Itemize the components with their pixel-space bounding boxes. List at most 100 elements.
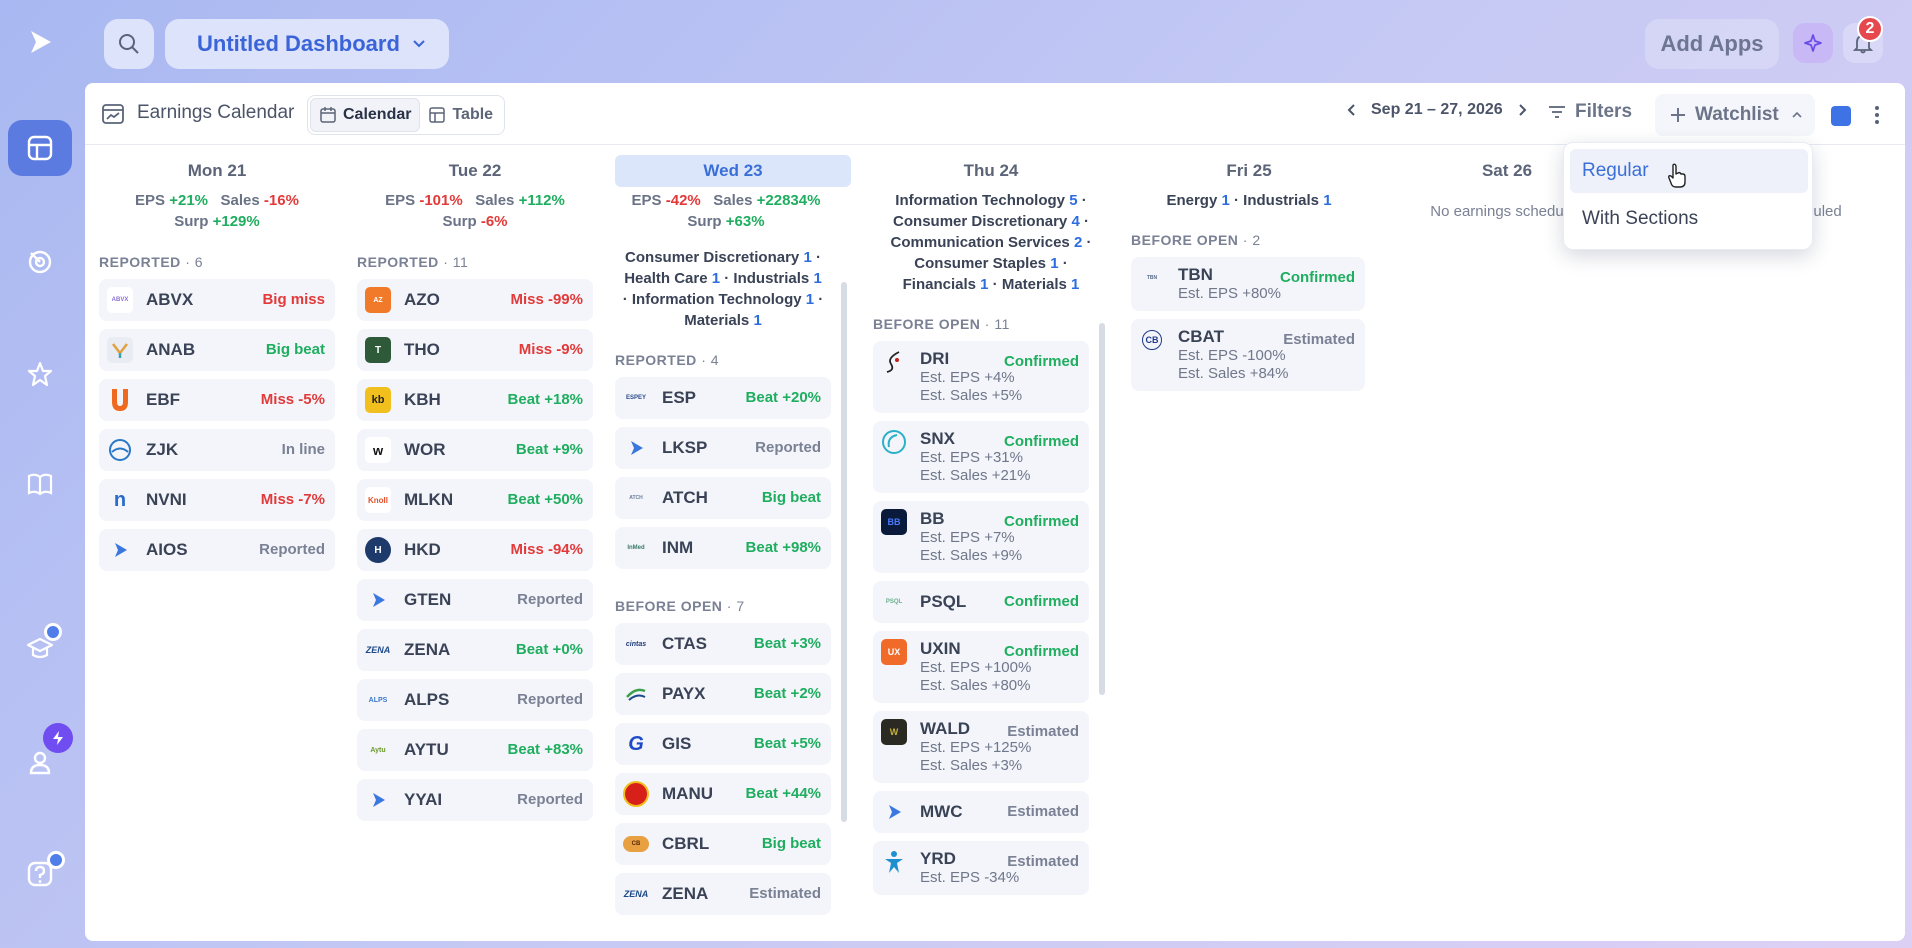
ticker-card[interactable]: CB CBAT Est. EPS -100% Est. Sales +84% Estim… (1131, 319, 1365, 391)
ticker-card[interactable]: ZENA ZENA Estimated (615, 873, 831, 915)
day-column-mon: Mon 21 EPS +21% Sales -16% Surp +129% RE… (99, 155, 335, 579)
ticker-card[interactable]: w WOR Beat +9% (357, 429, 593, 471)
company-logo-icon (107, 437, 133, 463)
book-icon[interactable] (8, 456, 72, 512)
kebab-icon (1875, 106, 1879, 124)
calendar-view-button[interactable]: Calendar (310, 98, 421, 132)
day-stats: EPS -42% Sales +22834% Surp +63% (631, 192, 821, 230)
company-logo-icon: CB (623, 836, 649, 852)
day-column-tue: Tue 22 EPS -101% Sales +112% Surp -6% RE… (357, 155, 593, 829)
menu-item-with-sections[interactable]: With Sections (1582, 208, 1699, 229)
section-label: BEFORE OPEN · 7 (615, 598, 745, 614)
ticker-card[interactable]: ALPS ALPS Reported (357, 679, 593, 721)
ticker-card[interactable]: n NVNI Miss -7% (99, 479, 335, 521)
company-logo-icon (881, 849, 907, 875)
ticker-card[interactable]: MWC Estimated (873, 791, 1089, 833)
table-view-button[interactable]: Table (420, 98, 501, 132)
company-logo-icon (623, 681, 649, 707)
ai-sparkle-button[interactable] (1793, 23, 1833, 63)
dashboard-icon[interactable] (8, 120, 72, 176)
ticker-card[interactable]: H HKD Miss -94% (357, 529, 593, 571)
ticker-card[interactable]: Aytu AYTU Beat +83% (357, 729, 593, 771)
company-logo-icon: cintas (625, 640, 647, 648)
company-logo-icon (881, 349, 907, 375)
chevron-left-icon[interactable] (1345, 103, 1359, 117)
day-header: Thu 24 (963, 161, 1019, 180)
dashboard-title-dropdown[interactable]: Untitled Dashboard (165, 19, 449, 69)
section-label: REPORTED · 11 (357, 254, 469, 270)
user-icon[interactable] (8, 734, 72, 790)
ticker-card[interactable]: InMed INM Beat +98% (615, 527, 831, 569)
company-logo-icon: T (365, 337, 391, 363)
company-logo-icon: AZ (365, 287, 391, 313)
company-logo-icon: Knoll (365, 487, 391, 513)
company-logo-icon: ATCH (629, 495, 643, 501)
ticker-card[interactable]: EBF Miss -5% (99, 379, 335, 421)
company-logo-icon (107, 337, 133, 363)
section-label: BEFORE OPEN · 2 (1131, 232, 1261, 248)
day-column-fri: Fri 25 Energy 1 · Industrials 1 BEFORE O… (1131, 155, 1367, 399)
scrollbar[interactable] (1099, 323, 1105, 695)
ticker-card[interactable]: AZ AZO Miss -99% (357, 279, 593, 321)
company-logo-icon: ALPS (368, 696, 388, 704)
ticker-card[interactable]: BB BB Est. EPS +7% Est. Sales +9% Confirmed (873, 501, 1089, 573)
add-apps-button[interactable]: Add Apps (1645, 19, 1779, 69)
ticker-card[interactable]: ANAB Big beat (99, 329, 335, 371)
ticker-card[interactable]: LKSP Reported (615, 427, 831, 469)
ticker-card[interactable]: T THO Miss -9% (357, 329, 593, 371)
filters-button[interactable]: Filters (1547, 101, 1632, 123)
radar-icon[interactable] (8, 234, 72, 290)
menu-item-regular[interactable]: Regular (1570, 149, 1808, 193)
chevron-right-icon[interactable] (1515, 103, 1529, 117)
help-badge-icon (47, 851, 65, 869)
company-logo-icon: ABVX (107, 287, 133, 313)
ticker-card[interactable]: ATCH ATCH Big beat (615, 477, 831, 519)
ticker-card[interactable]: AIOS Reported (99, 529, 335, 571)
ticker-card[interactable]: G GIS Beat +5% (615, 723, 831, 765)
date-range[interactable]: Sep 21 – 27, 2026 (1371, 101, 1503, 118)
ticker-card[interactable]: TBN TBN Est. EPS +80% Confirmed (1131, 257, 1365, 311)
company-logo-icon (623, 435, 649, 461)
company-logo-icon (881, 429, 907, 455)
earnings-calendar-widget: Earnings Calendar Calendar Table Sep 21 … (85, 83, 1905, 941)
ticker-card[interactable]: kb KBH Beat +18% (357, 379, 593, 421)
ticker-card[interactable]: YYAI Reported (357, 779, 593, 821)
chevron-up-icon (1792, 111, 1802, 118)
scrollbar[interactable] (841, 282, 847, 822)
help-icon[interactable] (8, 846, 72, 902)
ticker-card[interactable]: DRI Est. EPS +4% Est. Sales +5% Confirmed (873, 341, 1089, 413)
company-logo-icon (107, 537, 133, 563)
filters-label: Filters (1575, 101, 1633, 122)
search-button[interactable] (104, 19, 154, 69)
wed-before-list: cintas CTAS Beat +3% PAYX Beat +2% G GIS Beat… (615, 623, 831, 915)
day-header-today: Wed 23 (615, 155, 851, 187)
ticker-card[interactable]: PAYX Beat +2% (615, 673, 831, 715)
ticker-card[interactable]: cintas CTAS Beat +3% (615, 623, 831, 665)
company-logo-icon: ZENA (623, 889, 649, 899)
company-logo-icon: TBN (1146, 275, 1158, 281)
ticker-card[interactable]: MANU Beat +44% (615, 773, 831, 815)
calendar-chart-icon (102, 104, 124, 124)
more-options-button[interactable] (1863, 101, 1891, 129)
ticker-card[interactable]: UX UXIN Est. EPS +100% Est. Sales +80% Confi… (873, 631, 1089, 703)
star-icon[interactable] (8, 346, 72, 402)
ticker-card[interactable]: GTEN Reported (357, 579, 593, 621)
company-logo-icon (623, 781, 649, 807)
ticker-card[interactable]: YRD Est. EPS -34% Estimated (873, 841, 1089, 895)
table-icon (429, 107, 446, 123)
ticker-card[interactable]: CB CBRL Big beat (615, 823, 831, 865)
logo-icon[interactable] (8, 14, 72, 70)
watchlist-dropdown[interactable]: Watchlist (1655, 94, 1815, 136)
ticker-card[interactable]: W WALD Est. EPS +125% Est. Sales +3% Estimat… (873, 711, 1089, 783)
ticker-card[interactable]: ZJK In line (99, 429, 335, 471)
ticker-card[interactable]: PSQL PSQL Confirmed (873, 581, 1089, 623)
ticker-card[interactable]: ABVX ABVX Big miss (99, 279, 335, 321)
ticker-card[interactable]: ESPEY ESP Beat +20% (615, 377, 831, 419)
ticker-card[interactable]: ZENA ZENA Beat +0% (357, 629, 593, 671)
ticker-card[interactable]: Knoll MLKN Beat +50% (357, 479, 593, 521)
watchlist-color-swatch[interactable] (1831, 106, 1851, 126)
ticker-card[interactable]: SNX Est. EPS +31% Est. Sales +21% Confirmed (873, 421, 1089, 493)
notification-count-badge: 2 (1857, 16, 1883, 42)
day-header: Mon 21 (187, 161, 247, 180)
learn-icon[interactable] (8, 620, 72, 676)
